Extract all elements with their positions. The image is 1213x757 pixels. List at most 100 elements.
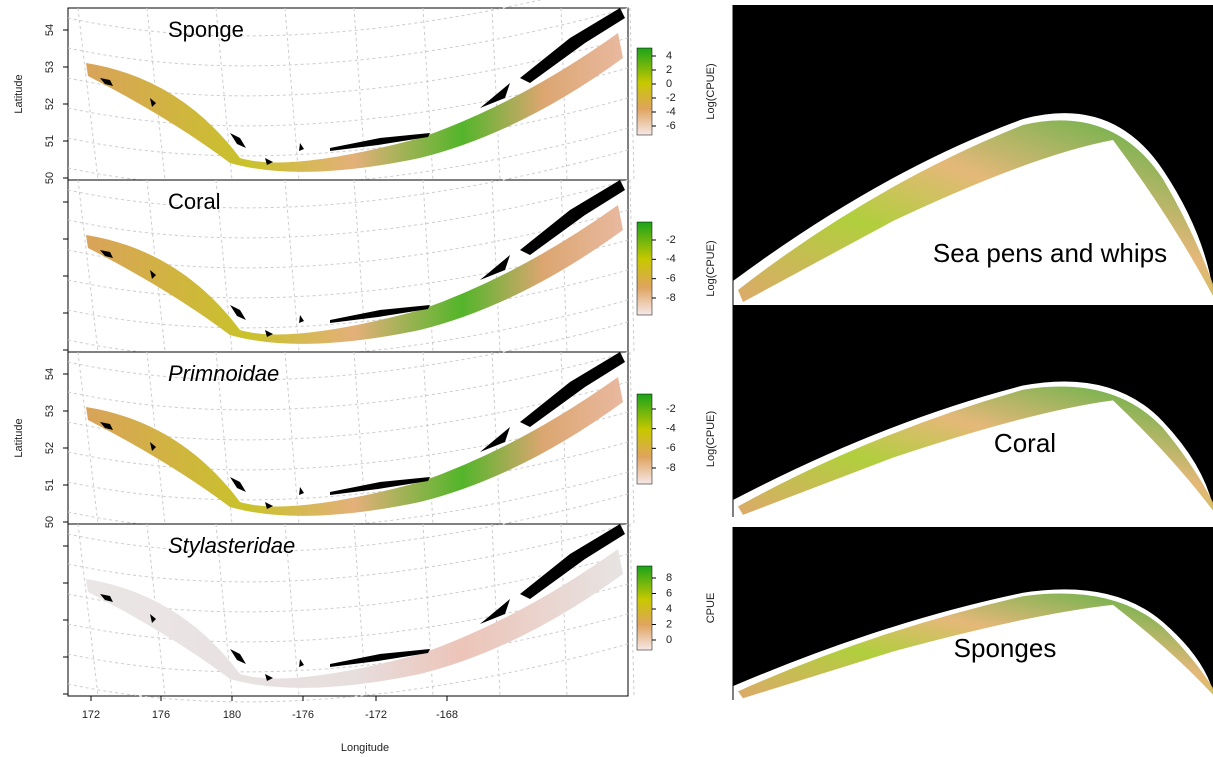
graticule	[353, 179, 367, 353]
y-tick-label: 52	[44, 442, 56, 454]
graticule	[77, 179, 99, 353]
colorbar-tick-label: 0	[666, 78, 672, 90]
graticule	[284, 179, 300, 353]
colorbar-tick-label: 4	[666, 603, 672, 615]
y-tick-label: 54	[44, 24, 56, 36]
graticule	[67, 351, 629, 411]
panel-title: Stylasteridae	[168, 533, 295, 558]
colorbar-tick-label: -4	[666, 253, 676, 265]
panel-title: Primnoidae	[168, 361, 279, 386]
graticule	[629, 7, 635, 181]
graticule	[491, 351, 501, 525]
y-tick-label: 51	[44, 479, 56, 491]
panel-title: Coral	[994, 428, 1056, 458]
graticule	[67, 179, 629, 239]
ocean	[733, 381, 1213, 517]
graticule	[629, 179, 635, 353]
habitat-band	[86, 33, 623, 172]
graticule	[67, 523, 629, 583]
colorbar-tick-label: -6	[666, 120, 676, 132]
y-tick-label: 54	[44, 368, 56, 380]
graticule	[67, 7, 629, 67]
graticule	[67, 149, 629, 209]
map-panel: Stylasteridae 8 6 4 2 0 CPUE	[63, 493, 717, 703]
graticule	[629, 523, 635, 697]
habitat-band	[86, 549, 623, 688]
graticule	[67, 97, 629, 157]
graticule	[67, 0, 543, 37]
y-tick-label: 53	[44, 61, 56, 73]
y-tick-label: 52	[44, 98, 56, 110]
y-axis-label: Latitude	[13, 418, 25, 457]
graticule	[215, 523, 233, 697]
panel-title: Sponge	[168, 17, 244, 42]
graticule	[77, 523, 99, 697]
colorbar	[636, 47, 653, 136]
habitat-band	[86, 377, 623, 516]
y-tick-label: 51	[44, 135, 56, 147]
panel-title: Coral	[168, 189, 221, 214]
panel-title: Sea pens and whips	[933, 238, 1167, 268]
x-tick-label: -176	[292, 709, 314, 721]
colorbar-tick-label: -2	[666, 403, 676, 415]
graticule	[67, 127, 629, 187]
right-maps: Sea pens and whips Coral Sponges	[732, 5, 1213, 700]
graticule	[353, 351, 367, 525]
colorbar-tick-label: -2	[666, 92, 676, 104]
panel-title: Sponges	[954, 633, 1057, 663]
left-maps: Sponge 54 53 52 51 50 Latitude 4 2 0 -2 -4 -6 Log(CPU…	[13, 0, 717, 721]
graticule	[491, 7, 501, 181]
colorbar-tick-label: -4	[666, 106, 676, 118]
graticule	[284, 523, 300, 697]
x-tick-label: 172	[82, 709, 100, 721]
graticule	[67, 471, 629, 531]
map-panel: Coral -2 -4 -6 -8 Log(CPUE)	[63, 149, 717, 359]
graticule	[491, 523, 501, 697]
map-panel: Sea pens and whips	[732, 5, 1213, 305]
graticule	[67, 493, 629, 553]
map-panel: Primnoidae 54 53 52 51 50 Latitude -2 -4 -6 -8 Log(…	[13, 321, 717, 531]
colorbar-tick-label: 2	[666, 64, 672, 76]
graticule	[67, 321, 629, 381]
graticule	[422, 7, 434, 181]
x-tick-label: -172	[365, 709, 387, 721]
x-tick-label: -168	[436, 709, 458, 721]
graticule	[629, 351, 635, 525]
colorbar	[636, 221, 653, 316]
colorbar-label: CPUE	[705, 593, 717, 624]
colorbar-tick-label: 2	[666, 618, 672, 630]
colorbar	[636, 393, 653, 485]
map-panel: Coral	[732, 305, 1213, 517]
colorbar-tick-label: -6	[666, 442, 676, 454]
graticule	[215, 179, 233, 353]
graticule	[422, 179, 434, 353]
graticule	[353, 523, 367, 697]
colorbar-tick-label: 8	[666, 572, 672, 584]
habitat-band	[738, 593, 1213, 699]
colorbar-tick-label: -2	[666, 234, 676, 246]
colorbar-tick-label: 4	[666, 50, 672, 62]
graticule	[353, 7, 367, 181]
ocean	[733, 113, 1213, 305]
colorbar	[636, 565, 653, 651]
graticule	[284, 7, 300, 181]
graticule	[67, 441, 629, 501]
map-panel: Sponges	[732, 527, 1213, 700]
colorbar-tick-label: -4	[666, 423, 676, 435]
colorbar-tick-label: 0	[666, 634, 672, 646]
colorbar-label: Log(CPUE)	[705, 411, 717, 467]
y-tick-label: 53	[44, 405, 56, 417]
y-axis-label: Latitude	[13, 74, 25, 113]
colorbar-tick-label: 6	[666, 587, 672, 599]
colorbar-label: Log(CPUE)	[705, 240, 717, 296]
x-axis-label: Longitude	[341, 742, 389, 754]
colorbar-tick-label: -8	[666, 292, 676, 304]
habitat-band	[738, 386, 1213, 515]
graticule	[215, 7, 233, 181]
graticule	[284, 351, 300, 525]
x-tick-label: 180	[223, 709, 241, 721]
graticule	[422, 351, 434, 525]
colorbar-label: Log(CPUE)	[705, 63, 717, 119]
graticule	[215, 351, 233, 525]
